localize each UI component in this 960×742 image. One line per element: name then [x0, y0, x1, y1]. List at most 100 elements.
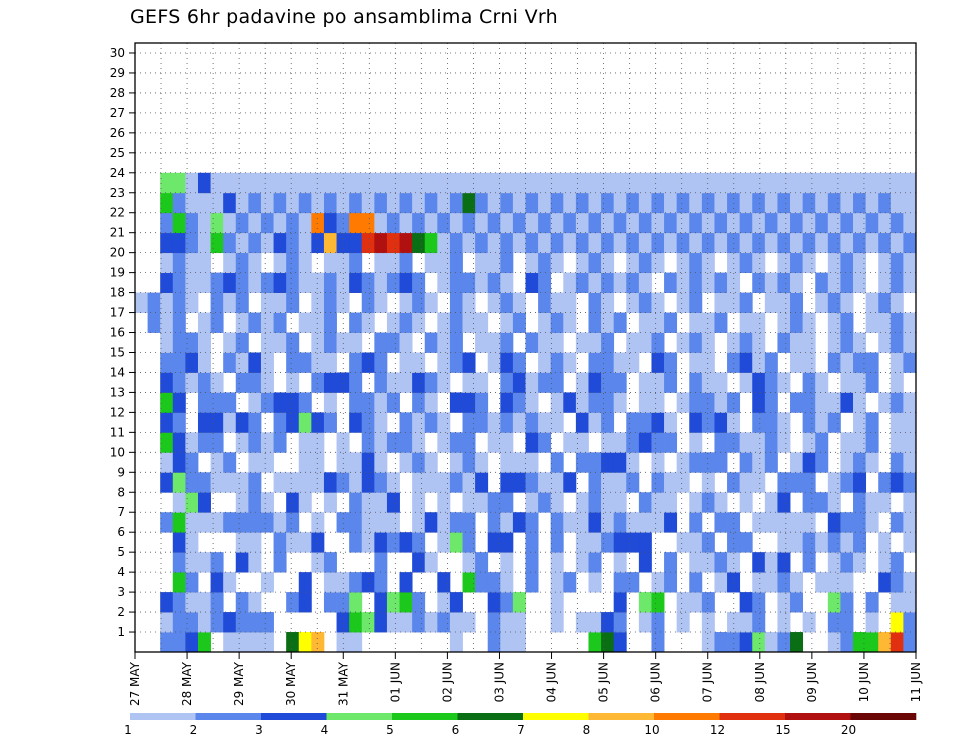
- heatmap-cell: [638, 172, 652, 194]
- heatmap-cell: [172, 232, 186, 254]
- heatmap-cell: [790, 352, 804, 373]
- heatmap-cell: [185, 532, 199, 553]
- heatmap-cell: [235, 592, 249, 613]
- heatmap-cell: [475, 492, 489, 513]
- heatmap-cell: [298, 212, 312, 234]
- heatmap-cell: [273, 532, 287, 553]
- colorbar-label: 6: [452, 723, 460, 737]
- heatmap-cell: [323, 272, 337, 293]
- heatmap-cell: [664, 192, 678, 214]
- y-tick-label: 23: [110, 186, 125, 200]
- heatmap-cell: [739, 592, 753, 613]
- heatmap-cell: [550, 612, 564, 633]
- heatmap-cell: [878, 572, 892, 593]
- heatmap-cell: [160, 252, 174, 274]
- heatmap-cell: [374, 532, 388, 553]
- heatmap-cell: [853, 272, 867, 293]
- heatmap-cell: [689, 312, 703, 333]
- heatmap-cell: [575, 372, 589, 393]
- heatmap-cell: [890, 392, 904, 413]
- heatmap-cell: [613, 492, 627, 513]
- heatmap-cell: [714, 232, 728, 254]
- heatmap-cell: [160, 472, 174, 493]
- heatmap-cell: [664, 492, 678, 513]
- heatmap-cell: [197, 632, 211, 653]
- heatmap-cell: [374, 352, 388, 373]
- heatmap-cell: [449, 432, 463, 453]
- colorbar-swatch: [326, 713, 393, 720]
- heatmap-cell: [235, 432, 249, 453]
- heatmap-cell: [714, 272, 728, 293]
- heatmap-cell: [538, 472, 552, 493]
- heatmap-cell: [853, 552, 867, 573]
- heatmap-cell: [223, 612, 237, 633]
- x-tick-label: 30 MAY: [284, 661, 298, 706]
- heatmap-cell: [160, 592, 174, 613]
- heatmap-cell: [374, 552, 388, 573]
- heatmap-cell: [386, 332, 400, 353]
- heatmap-cell: [336, 372, 350, 393]
- heatmap-cell: [827, 312, 841, 333]
- heatmap-cell: [613, 432, 627, 453]
- heatmap-cell: [538, 212, 552, 234]
- heatmap-cell: [790, 512, 804, 533]
- heatmap-cell: [374, 172, 388, 194]
- heatmap-cell: [701, 332, 715, 353]
- heatmap-cell: [487, 432, 501, 453]
- heatmap-cell: [361, 352, 375, 373]
- heatmap-cell: [727, 552, 741, 573]
- heatmap-cell: [827, 292, 841, 313]
- heatmap-cell: [727, 412, 741, 433]
- heatmap-cell: [286, 272, 300, 293]
- heatmap-cell: [185, 332, 199, 353]
- heatmap-cell: [840, 292, 854, 313]
- heatmap-cell: [361, 232, 375, 254]
- heatmap-cell: [197, 252, 211, 274]
- heatmap-cell: [815, 412, 829, 433]
- heatmap-cell: [701, 352, 715, 373]
- heatmap-cell: [248, 552, 262, 573]
- x-axis-ticks: 27 MAY 28 MAY 29 MAY 30 MAY 31 MAY 01 JUN 02 J…: [128, 652, 923, 706]
- heatmap-cell: [613, 612, 627, 633]
- heatmap-cell: [235, 632, 249, 653]
- heatmap-cell: [399, 332, 413, 353]
- heatmap-cell: [374, 572, 388, 593]
- heatmap-cell: [651, 192, 665, 214]
- heatmap-cell: [689, 512, 703, 533]
- heatmap-cell: [575, 452, 589, 473]
- heatmap-cell: [827, 592, 841, 613]
- colorbar-label: 5: [386, 723, 394, 737]
- heatmap-cell: [840, 632, 854, 653]
- y-tick-label: 9: [117, 465, 125, 479]
- heatmap-cell: [563, 172, 577, 194]
- heatmap-cell: [412, 352, 426, 373]
- heatmap-cell: [853, 432, 867, 453]
- heatmap-cell: [588, 532, 602, 553]
- heatmap-cell: [286, 512, 300, 533]
- heatmap-cell: [475, 472, 489, 493]
- heatmap-cell: [260, 172, 274, 194]
- heatmap-cell: [197, 272, 211, 293]
- heatmap-cell: [689, 252, 703, 274]
- heatmap-cell: [512, 512, 526, 533]
- heatmap-cell: [727, 572, 741, 593]
- heatmap-cell: [311, 472, 325, 493]
- heatmap-cell: [739, 172, 753, 194]
- heatmap-cell: [664, 552, 678, 573]
- heatmap-cell: [550, 472, 564, 493]
- y-tick-label: 22: [110, 206, 125, 220]
- heatmap-cell: [500, 552, 514, 573]
- heatmap-cell: [613, 212, 627, 234]
- heatmap-cell: [588, 492, 602, 513]
- heatmap-cell: [676, 252, 690, 274]
- heatmap-cell: [172, 212, 186, 234]
- heatmap-cell: [689, 212, 703, 234]
- heatmap-cell: [512, 452, 526, 473]
- heatmap-cell: [500, 532, 514, 553]
- heatmap-cell: [588, 472, 602, 493]
- heatmap-cell: [336, 252, 350, 274]
- heatmap-cell: [298, 312, 312, 333]
- heatmap-cell: [588, 512, 602, 533]
- heatmap-cell: [197, 492, 211, 513]
- heatmap-cell: [865, 192, 879, 214]
